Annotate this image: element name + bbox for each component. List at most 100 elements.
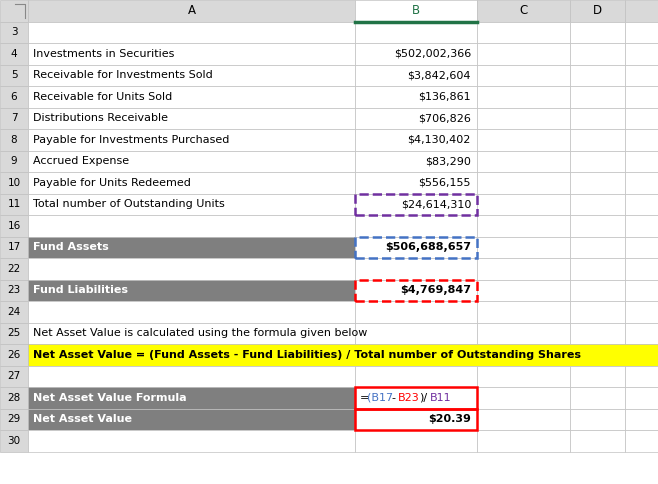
Bar <box>28 107 355 129</box>
Text: $3,842,604: $3,842,604 <box>407 70 471 80</box>
Bar <box>28 387 355 408</box>
Bar <box>570 279 625 301</box>
Bar <box>570 322 625 344</box>
Text: -: - <box>391 393 395 403</box>
Text: 28: 28 <box>7 393 20 403</box>
Text: )/: )/ <box>419 393 427 403</box>
Bar <box>28 258 355 279</box>
Bar <box>0 129 28 151</box>
Bar <box>570 301 625 322</box>
Text: (B17: (B17 <box>367 393 393 403</box>
Bar <box>355 43 477 64</box>
Bar <box>28 151 355 172</box>
Bar <box>0 279 28 301</box>
Bar <box>0 0 28 21</box>
Bar <box>0 408 28 430</box>
Bar <box>625 387 658 408</box>
Bar <box>355 279 477 301</box>
Bar <box>28 408 355 430</box>
Bar <box>0 430 28 452</box>
Bar <box>0 387 28 408</box>
Text: 9: 9 <box>11 156 17 166</box>
Bar <box>0 21 28 43</box>
Bar <box>477 430 570 452</box>
Bar <box>477 279 570 301</box>
Bar <box>625 301 658 322</box>
Bar <box>570 0 625 21</box>
Bar <box>28 365 355 387</box>
Text: Net Asset Value Formula: Net Asset Value Formula <box>33 393 187 403</box>
Bar <box>0 322 28 344</box>
Text: 3: 3 <box>11 27 17 37</box>
Bar <box>355 301 477 322</box>
Bar <box>570 172 625 194</box>
Bar <box>570 107 625 129</box>
Text: $502,002,366: $502,002,366 <box>393 49 471 59</box>
Bar <box>355 21 477 43</box>
Bar <box>477 21 570 43</box>
Text: Net Asset Value is calculated using the formula given below: Net Asset Value is calculated using the … <box>33 328 367 338</box>
Bar <box>0 237 28 258</box>
Text: 23: 23 <box>7 285 20 295</box>
Bar <box>625 172 658 194</box>
Text: 26: 26 <box>7 350 20 360</box>
Text: 8: 8 <box>11 135 17 145</box>
Bar <box>570 430 625 452</box>
Bar <box>0 194 28 215</box>
Bar <box>28 194 355 215</box>
Bar <box>625 86 658 107</box>
Bar <box>570 21 625 43</box>
Bar <box>477 151 570 172</box>
Bar <box>477 387 570 408</box>
Bar <box>570 151 625 172</box>
Text: 30: 30 <box>7 436 20 446</box>
Bar <box>355 64 477 86</box>
Text: 29: 29 <box>7 414 20 424</box>
Bar <box>28 21 355 43</box>
Bar <box>0 86 28 107</box>
Bar <box>28 344 658 365</box>
Bar <box>625 237 658 258</box>
Bar <box>28 129 355 151</box>
Bar <box>570 258 625 279</box>
Bar <box>625 408 658 430</box>
Bar <box>477 129 570 151</box>
Bar <box>570 43 625 64</box>
Bar <box>355 408 477 430</box>
Bar <box>355 194 477 215</box>
Bar <box>355 107 477 129</box>
Text: =: = <box>360 393 369 403</box>
Bar <box>570 237 625 258</box>
Text: D: D <box>593 4 602 17</box>
Text: Total number of Outstanding Units: Total number of Outstanding Units <box>33 199 225 209</box>
Bar <box>0 258 28 279</box>
Text: Payable for Units Redeemed: Payable for Units Redeemed <box>33 178 191 188</box>
Text: 25: 25 <box>7 328 20 338</box>
Bar <box>477 258 570 279</box>
Bar <box>28 215 355 237</box>
Bar <box>570 194 625 215</box>
Text: B: B <box>412 4 420 17</box>
Bar <box>570 64 625 86</box>
Text: Fund Assets: Fund Assets <box>33 242 109 252</box>
Bar <box>355 172 477 194</box>
Bar <box>625 279 658 301</box>
Bar <box>355 430 477 452</box>
Bar <box>355 0 477 21</box>
Bar <box>355 279 477 301</box>
Bar <box>477 408 570 430</box>
Bar <box>28 279 355 301</box>
Bar <box>477 64 570 86</box>
Bar <box>355 258 477 279</box>
Bar <box>570 129 625 151</box>
Bar <box>0 365 28 387</box>
Text: Fund Liabilities: Fund Liabilities <box>33 285 128 295</box>
Bar <box>625 21 658 43</box>
Text: Receivable for Units Sold: Receivable for Units Sold <box>33 92 172 102</box>
Bar <box>0 301 28 322</box>
Text: Investments in Securities: Investments in Securities <box>33 49 174 59</box>
Text: Distributions Receivable: Distributions Receivable <box>33 113 168 123</box>
Text: 24: 24 <box>7 307 20 317</box>
Bar <box>0 151 28 172</box>
Text: Accrued Expense: Accrued Expense <box>33 156 129 166</box>
